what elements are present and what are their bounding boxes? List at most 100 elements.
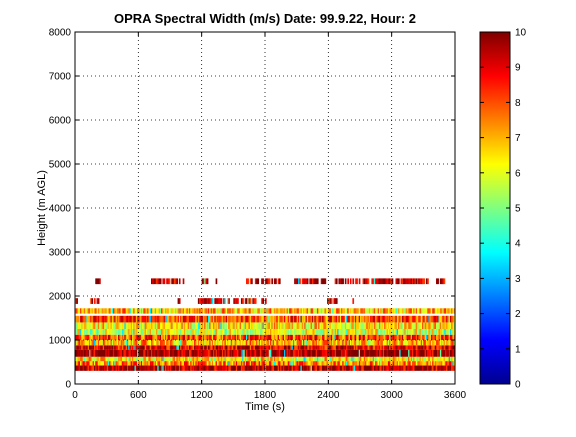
heatmap-cell <box>432 308 434 314</box>
heatmap-cell <box>107 349 110 357</box>
heatmap-cell <box>106 345 109 350</box>
heatmap-cell <box>230 308 233 314</box>
heatmap-cell <box>441 365 443 371</box>
heatmap-cell <box>277 345 280 350</box>
heatmap-cell <box>132 322 134 329</box>
heatmap-cell <box>244 322 247 329</box>
heatmap-cell <box>210 345 213 350</box>
heatmap-cell <box>230 340 233 346</box>
heatmap-cell <box>346 361 348 366</box>
heatmap-cell <box>263 361 266 366</box>
heatmap-cell <box>154 329 157 335</box>
heatmap-cell <box>167 345 170 350</box>
heatmap-cell <box>95 322 97 329</box>
heatmap-cell <box>232 322 234 329</box>
heatmap-cell <box>443 361 446 366</box>
heatmap-cell <box>294 340 296 346</box>
heatmap-cell <box>308 361 310 366</box>
heatmap-cell <box>433 340 436 346</box>
heatmap-cell <box>362 334 365 340</box>
heatmap-cell <box>199 356 201 362</box>
heatmap-cell <box>371 315 374 323</box>
heatmap-cell <box>338 278 341 285</box>
heatmap-cell <box>386 334 389 340</box>
heatmap-cell <box>427 349 429 357</box>
heatmap-cell <box>181 361 184 366</box>
heatmap-cell <box>168 334 171 340</box>
heatmap-cell <box>428 315 431 323</box>
heatmap-cell <box>309 329 311 335</box>
heatmap-cell <box>257 365 260 371</box>
heatmap-cell <box>220 298 223 304</box>
heatmap-cell <box>219 361 222 366</box>
heatmap-cell <box>178 349 181 357</box>
heatmap-cell <box>318 334 320 340</box>
heatmap-cell <box>182 345 185 350</box>
heatmap-cell <box>239 361 242 366</box>
heatmap-cell <box>425 329 428 335</box>
heatmap-cell <box>271 356 273 362</box>
heatmap-cell <box>423 322 425 329</box>
heatmap-cell <box>161 334 163 340</box>
heatmap-cell <box>405 361 408 366</box>
heatmap-cell <box>247 315 249 323</box>
heatmap-cell <box>381 329 384 335</box>
heatmap-cell <box>430 361 433 366</box>
heatmap-cell <box>214 329 216 335</box>
heatmap-cell <box>358 278 361 285</box>
heatmap-cell <box>270 340 272 346</box>
heatmap-cell <box>211 334 214 340</box>
x-axis-label: Time (s) <box>245 401 285 413</box>
heatmap-cell <box>101 365 104 371</box>
heatmap-cell <box>258 349 261 357</box>
heatmap-cell <box>290 356 292 362</box>
heatmap-cell <box>147 334 149 340</box>
heatmap-cell <box>76 298 78 304</box>
heatmap-cell <box>362 278 365 285</box>
heatmap-cell <box>384 322 386 329</box>
colorbar-tick-label: 8 <box>515 98 521 109</box>
heatmap-cell <box>101 349 104 357</box>
heatmap-cell <box>80 308 82 314</box>
colorbar-tick-label: 7 <box>515 133 521 144</box>
heatmap-cell <box>436 349 438 357</box>
heatmap-cell <box>247 278 249 285</box>
heatmap-cell <box>104 315 106 323</box>
heatmap-cell <box>194 340 196 346</box>
heatmap-cell <box>290 322 292 329</box>
heatmap-cell <box>242 361 244 366</box>
heatmap-cell <box>411 365 414 371</box>
heatmap-cell <box>449 329 452 335</box>
heatmap-cell <box>353 345 356 350</box>
heatmap-cell <box>352 298 355 304</box>
heatmap-cell <box>410 356 413 362</box>
heatmap-cell <box>384 308 386 314</box>
heatmap-cell <box>358 315 361 323</box>
heatmap-cell <box>161 361 163 366</box>
heatmap-cell <box>175 361 177 366</box>
heatmap-cell <box>290 334 292 340</box>
heatmap-cell <box>138 340 140 346</box>
heatmap-cell <box>427 356 429 362</box>
heatmap-cell <box>91 340 94 346</box>
heatmap-cell <box>246 308 248 314</box>
heatmap-cell <box>389 334 391 340</box>
heatmap-cell <box>324 345 327 350</box>
heatmap-cell <box>233 315 235 323</box>
heatmap-cell <box>115 356 118 362</box>
heatmap-cell <box>276 308 279 314</box>
heatmap-cell <box>377 349 380 357</box>
heatmap-cell <box>223 349 225 357</box>
heatmap-cell <box>123 315 125 323</box>
heatmap-cell <box>315 365 318 371</box>
heatmap-cell <box>75 365 77 371</box>
heatmap-cell <box>403 278 405 285</box>
heatmap-cell <box>196 361 199 366</box>
heatmap-cell <box>189 365 191 371</box>
heatmap-cell <box>219 298 222 304</box>
heatmap-cell <box>341 322 343 329</box>
heatmap-cell <box>380 349 382 357</box>
heatmap-cell <box>425 349 428 357</box>
heatmap-cell <box>257 315 260 323</box>
heatmap-cell <box>282 345 285 350</box>
